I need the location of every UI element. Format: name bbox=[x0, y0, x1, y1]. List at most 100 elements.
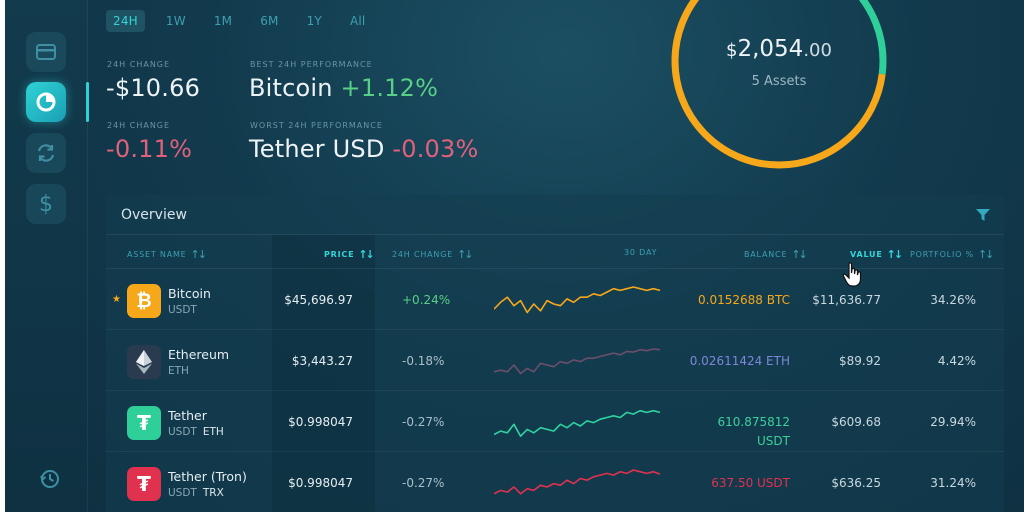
history-icon[interactable] bbox=[39, 468, 61, 490]
asset-quote: USDT bbox=[168, 304, 197, 316]
worst-performance-value: Tether USD -0.03% bbox=[249, 135, 478, 163]
sort-icon: ↑↓ bbox=[457, 248, 474, 261]
sort-icon: ↑↓ bbox=[190, 248, 208, 261]
change-label-pct: 24H CHANGE bbox=[107, 121, 171, 130]
overview-panel: Overview bbox=[106, 195, 1004, 512]
asset-quote-label: USDT bbox=[168, 487, 197, 499]
asset-value: $609.68 bbox=[831, 415, 881, 429]
asset-name: Tether (Tron) bbox=[168, 469, 247, 484]
sort-icon: ↑↓ bbox=[358, 248, 375, 261]
asset-portfolio-percent: 34.26% bbox=[930, 293, 976, 307]
asset-name: Bitcoin bbox=[168, 286, 211, 301]
balance-header-label: BALANCE bbox=[744, 250, 788, 259]
total-balance: $2,054.00 bbox=[664, 36, 894, 62]
tab-1y[interactable]: 1Y bbox=[306, 14, 322, 28]
best-asset-name: Bitcoin bbox=[249, 74, 333, 102]
asset-balance-unit: USDT bbox=[757, 434, 790, 448]
tab-24h[interactable]: 24H bbox=[106, 10, 145, 32]
asset-balance: 637.50 USDT bbox=[711, 476, 790, 490]
tron-tether-icon: ₮ bbox=[127, 467, 161, 501]
asset-quote: USDT TRX bbox=[168, 487, 224, 499]
sparkline-path bbox=[494, 348, 661, 375]
asset-portfolio-percent: 31.24% bbox=[930, 476, 976, 490]
asset-quote-label: USDT bbox=[168, 304, 197, 316]
price-header-label: PRICE bbox=[324, 250, 355, 259]
favorite-star-icon[interactable]: ★ bbox=[112, 294, 121, 305]
dollar-nav-button[interactable]: $ bbox=[26, 184, 66, 224]
ring-segment-green bbox=[671, 0, 887, 169]
sparkline-path bbox=[494, 469, 661, 495]
asset-24h-change: -0.27% bbox=[402, 415, 445, 429]
asset-24h-change: -0.18% bbox=[402, 354, 445, 368]
portfolio-header-label: PORTFOLIO % bbox=[910, 250, 974, 259]
bitcoin-icon: ₿ bbox=[127, 284, 161, 318]
tab-6m[interactable]: 6M bbox=[260, 14, 279, 28]
asset-row-tether-tron[interactable]: ₮ Tether (Tron) USDT TRX $0.998047 -0.27%… bbox=[106, 452, 1004, 512]
asset-row-tether[interactable]: ₮ Tether USDT ETH $0.998047 -0.27% 610.87… bbox=[106, 391, 1004, 452]
column-header-value[interactable]: VALUE ↑↓ bbox=[850, 248, 904, 261]
asset-24h-change: -0.27% bbox=[402, 476, 445, 490]
timeframe-tabs: 24H 1W 1M 6M 1Y All bbox=[106, 10, 386, 32]
asset-name: Ethereum bbox=[168, 347, 230, 362]
price-column-highlight bbox=[272, 235, 375, 512]
column-header-portfolio[interactable]: PORTFOLIO % ↑↓ bbox=[910, 248, 994, 261]
total-amount: 2,054 bbox=[737, 36, 804, 62]
portfolio-nav-button[interactable] bbox=[26, 82, 66, 122]
best-performance-label: BEST 24H PERFORMANCE bbox=[250, 60, 373, 69]
asset-value: $636.25 bbox=[831, 476, 881, 490]
change-label-usd: 24H CHANGE bbox=[107, 60, 171, 69]
tab-1w[interactable]: 1W bbox=[165, 14, 186, 28]
ring-segment-orange bbox=[671, 0, 887, 169]
asset-quote-label: ETH bbox=[168, 365, 189, 377]
asset-row-bitcoin[interactable]: ★ ₿ Bitcoin USDT $45,696.97 +0.24% 0.015… bbox=[106, 269, 1004, 330]
hand-cursor-icon bbox=[842, 262, 862, 287]
value-header-label: VALUE bbox=[850, 250, 883, 259]
exchange-nav-button[interactable] bbox=[26, 133, 66, 173]
panel-divider bbox=[106, 234, 1004, 235]
wallet-nav-button[interactable] bbox=[26, 32, 66, 72]
asset-row-ethereum[interactable]: Ethereum ETH $3,443.27 -0.18% 0.02611424… bbox=[106, 330, 1004, 391]
asset-network-label: TRX bbox=[202, 487, 224, 499]
change-header-label: 24H CHANGE bbox=[392, 250, 454, 259]
asset-portfolio-percent: 4.42% bbox=[937, 354, 976, 368]
sparkline-30-day bbox=[494, 469, 661, 495]
asset-quote-label: USDT bbox=[168, 426, 197, 438]
ethereum-icon bbox=[127, 345, 161, 379]
tether-icon: ₮ bbox=[127, 406, 161, 440]
total-currency: $ bbox=[726, 40, 738, 61]
asset-price: $0.998047 bbox=[288, 415, 353, 429]
asset-count: 5 Assets bbox=[751, 74, 807, 89]
active-nav-indicator bbox=[86, 82, 89, 122]
worst-performance-label: WORST 24H PERFORMANCE bbox=[250, 121, 383, 130]
change-value-usd: -$10.66 bbox=[106, 74, 201, 102]
sparkline-path bbox=[494, 286, 661, 314]
worst-asset-name: Tether USD bbox=[249, 135, 385, 163]
sidebar: $ bbox=[0, 0, 89, 512]
worst-asset-change: -0.03% bbox=[392, 135, 479, 163]
asset-quote: USDT ETH bbox=[168, 426, 224, 438]
column-header-asset-name[interactable]: ASSET NAME ↑↓ bbox=[127, 248, 208, 261]
best-asset-change: +1.12% bbox=[340, 74, 439, 102]
asset-value: $11,636.77 bbox=[812, 293, 881, 307]
dollar-icon: $ bbox=[39, 191, 53, 217]
asset-24h-change: +0.24% bbox=[402, 293, 451, 307]
sparkline-30-day bbox=[494, 409, 661, 437]
sparkline-30-day bbox=[494, 348, 661, 375]
asset-price: $45,696.97 bbox=[284, 293, 353, 307]
column-header-30-day: 30 DAY bbox=[624, 248, 657, 257]
sort-icon: ↑↓ bbox=[791, 248, 808, 261]
exchange-icon bbox=[37, 144, 55, 162]
asset-price: $0.998047 bbox=[288, 476, 353, 490]
filter-icon[interactable] bbox=[976, 208, 990, 222]
asset-name-header-label: ASSET NAME bbox=[127, 250, 187, 259]
overview-title: Overview bbox=[121, 207, 187, 223]
column-header-price[interactable]: PRICE ↑↓ bbox=[324, 248, 375, 261]
column-header-balance[interactable]: BALANCE ↑↓ bbox=[744, 248, 808, 261]
tab-all[interactable]: All bbox=[349, 14, 366, 28]
column-header-24h-change[interactable]: 24H CHANGE ↑↓ bbox=[392, 248, 474, 261]
sort-icon: ↑↓ bbox=[886, 248, 904, 261]
asset-price: $3,443.27 bbox=[291, 354, 353, 368]
tab-1m[interactable]: 1M bbox=[213, 14, 233, 28]
total-cents: .00 bbox=[803, 40, 832, 61]
portfolio-donut-chart bbox=[671, 0, 887, 169]
